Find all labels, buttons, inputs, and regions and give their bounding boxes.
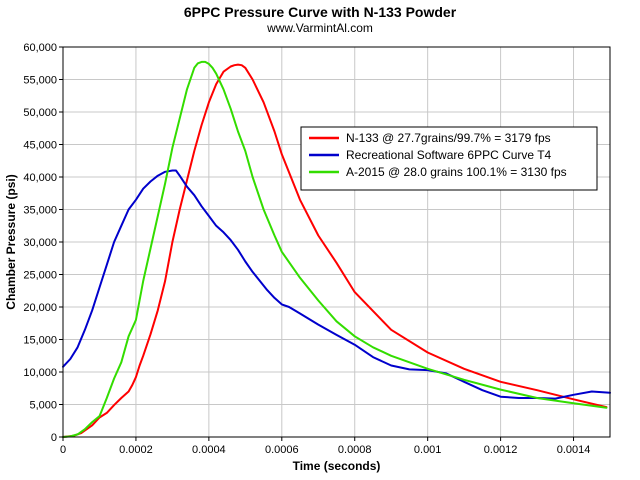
- y-tick-label: 25,000: [23, 270, 57, 282]
- legend-label: A-2015 @ 28.0 grains 100.1% = 3130 fps: [346, 165, 567, 179]
- y-tick-label: 55,000: [23, 75, 57, 87]
- legend-label: N-133 @ 27.7grains/99.7% = 3179 fps: [346, 131, 551, 145]
- x-tick-label: 0: [60, 444, 66, 456]
- axis-ticks: 0 0.0002 0.0004 0.0006 0.0008 0.001 0.0012 0.00…: [23, 42, 590, 456]
- legend: N-133 @ 27.7grains/99.7% = 3179 fps Recre…: [300, 126, 598, 191]
- chart-title: 6PPC Pressure Curve with N-133 Powder: [184, 4, 457, 20]
- legend-box: [300, 126, 598, 191]
- x-tick-label: 0.001: [414, 444, 442, 456]
- y-tick-label: 10,000: [23, 367, 57, 379]
- x-tick-label: 0.0002: [119, 444, 153, 456]
- y-tick-label: 35,000: [23, 205, 57, 217]
- y-tick-label: 20,000: [23, 302, 57, 314]
- x-tick-label: 0.0014: [557, 444, 591, 456]
- y-tick-label: 50,000: [23, 107, 57, 119]
- legend-items: N-133 @ 27.7grains/99.7% = 3179 fps Recre…: [309, 131, 567, 179]
- x-tick-label: 0.0004: [192, 444, 226, 456]
- y-tick-label: 45,000: [23, 140, 57, 152]
- y-tick-label: 40,000: [23, 172, 57, 184]
- y-tick-label: 30,000: [23, 237, 57, 249]
- x-axis-label: Time (seconds): [293, 459, 381, 473]
- y-tick-label: 0: [51, 432, 57, 444]
- series-line-3: [62, 60, 608, 438]
- y-tick-label: 60,000: [23, 42, 57, 54]
- grid-lines: [62, 46, 610, 438]
- y-tick-label: 5,000: [29, 400, 57, 412]
- x-tick-label: 0.0006: [265, 444, 299, 456]
- legend-label: Recreational Software 6PPC Curve T4: [346, 148, 552, 162]
- x-tick-label: 0.0012: [484, 444, 518, 456]
- series-line-2: [62, 169, 611, 400]
- chart-subtitle: www.VarmintAl.com: [266, 21, 373, 35]
- data-series: [62, 60, 611, 438]
- y-tick-label: 15,000: [23, 335, 57, 347]
- series-line-1: [62, 63, 608, 438]
- x-tick-label: 0.0008: [338, 444, 372, 456]
- y-axis-label: Chamber Pressure (psi): [4, 174, 18, 309]
